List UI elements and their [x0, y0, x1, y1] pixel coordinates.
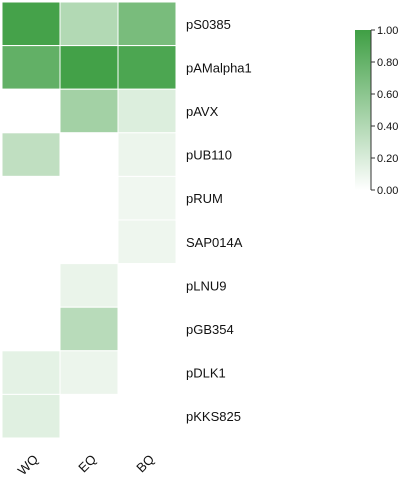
heatmap-cell-prum-eq [59, 175, 119, 221]
row-label-sap014a: SAP014A [186, 235, 243, 250]
heatmap-cell-pdlk1-eq [59, 350, 119, 395]
heatmap-cell-sap014a-wq [1, 219, 61, 265]
colorbar-tick-label: 0.00 [377, 185, 398, 197]
heatmap-cell-pkks825-eq [59, 393, 119, 439]
heatmap-cell-pub110-bq [117, 132, 177, 177]
heatmap-cell-pgb354-bq [117, 306, 177, 352]
heatmap-cell-pamalpha1-bq [117, 45, 177, 90]
column-labels: WQ EQ BQ [15, 452, 157, 477]
heatmap-cell-pub110-wq [1, 132, 61, 177]
row-label-pgb354: pGB354 [186, 322, 234, 337]
colorbar-tick-label: 1.00 [377, 25, 398, 37]
colorbar-tick-label: 0.80 [377, 57, 398, 69]
row-label-pamalpha1: pAMalpha1 [186, 60, 252, 75]
row-label-ps0385: pS0385 [186, 17, 231, 32]
heatmap-cell-pavx-bq [117, 88, 177, 134]
row-label-pavx: pAVX [186, 104, 219, 119]
heatmap-cell-pdlk1-bq [117, 350, 177, 395]
heatmap-cell-sap014a-bq [117, 219, 177, 265]
heatmap-cell-ps0385-eq [59, 1, 119, 47]
heatmap-cell-prum-wq [1, 175, 61, 221]
heatmap-cell-pamalpha1-eq [59, 45, 119, 90]
row-label-pkks825: pKKS825 [186, 409, 241, 424]
heatmap-cell-plnu9-wq [1, 263, 61, 308]
colorbar-gradient [355, 30, 371, 190]
heatmap-cell-plnu9-eq [59, 263, 119, 308]
heatmap-cell-pgb354-wq [1, 306, 61, 352]
colorbar-tick-label: 0.20 [377, 153, 398, 165]
colorbar-tick-label: 0.40 [377, 121, 398, 133]
column-label-wq: WQ [15, 452, 41, 477]
row-label-pub110: pUB110 [186, 148, 232, 163]
heatmap-cells [1, 1, 177, 439]
heatmap-cell-sap014a-eq [59, 219, 119, 265]
row-label-plnu9: pLNU9 [186, 278, 226, 293]
heatmap-cell-ps0385-wq [1, 1, 61, 47]
heatmap-cell-pavx-wq [1, 88, 61, 134]
heatmap-cell-pkks825-bq [117, 393, 177, 439]
row-label-prum: pRUM [186, 191, 223, 206]
column-label-bq: BQ [133, 452, 157, 476]
heatmap-cell-pgb354-eq [59, 306, 119, 352]
heatmap-cell-pub110-eq [59, 132, 119, 177]
row-label-pdlk1: pDLK1 [186, 366, 226, 381]
heatmap-cell-pamalpha1-wq [1, 45, 61, 90]
heatmap-cell-prum-bq [117, 175, 177, 221]
column-label-eq: EQ [75, 452, 99, 476]
heatmap-cell-ps0385-bq [117, 1, 177, 47]
colorbar: 0.00 0.20 0.40 0.60 0.80 1.00 [355, 25, 398, 197]
heatmap-cell-pdlk1-wq [1, 350, 61, 395]
row-labels: pS0385 pAMalpha1 pAVX pUB110 pRUM SAP014A pLNU… [186, 17, 252, 424]
heatmap-cell-pkks825-wq [1, 393, 61, 439]
colorbar-tick-label: 0.60 [377, 89, 398, 101]
heatmap-cell-plnu9-bq [117, 263, 177, 308]
heatmap-cell-pavx-eq [59, 88, 119, 134]
